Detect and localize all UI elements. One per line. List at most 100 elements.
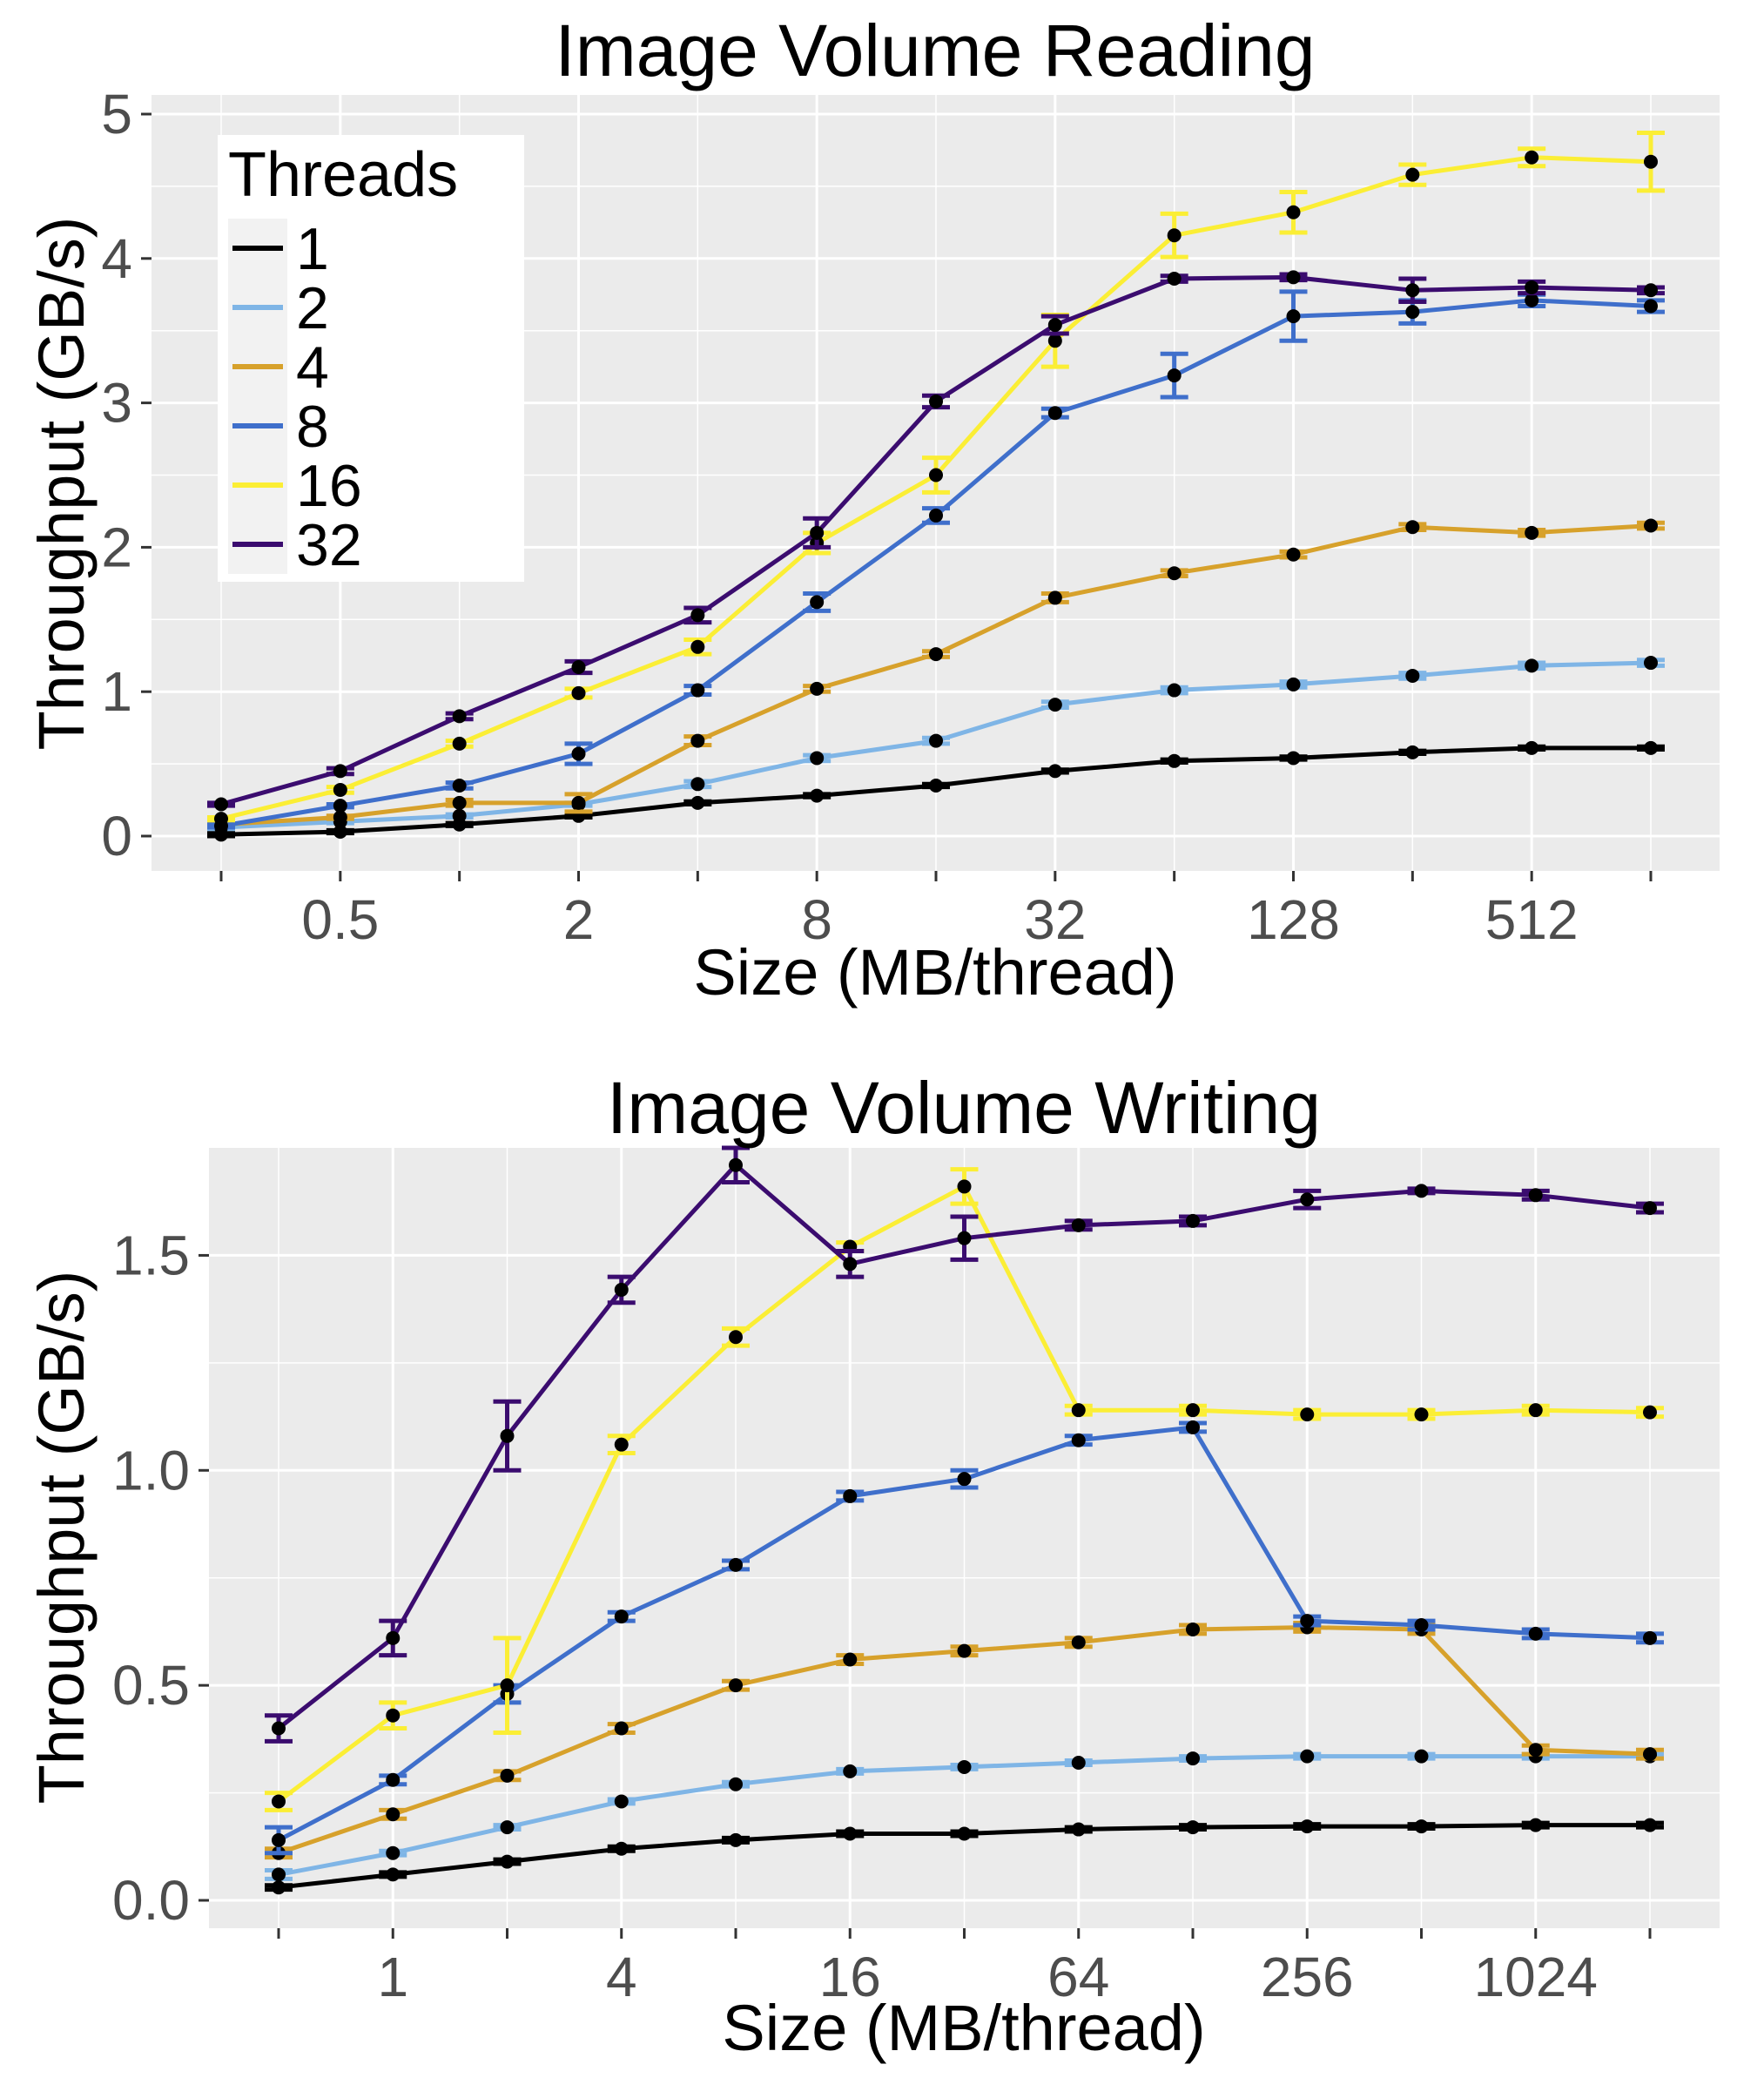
data-point <box>452 778 467 793</box>
data-point <box>957 1826 972 1841</box>
data-point <box>614 1841 629 1856</box>
data-point <box>729 1330 743 1345</box>
data-point <box>1047 318 1062 333</box>
x-tick-label: 32 <box>1024 888 1086 951</box>
legend-label: 8 <box>296 394 329 460</box>
data-point <box>843 1652 858 1667</box>
data-point <box>1071 1756 1086 1771</box>
x-tick-label: 128 <box>1247 888 1340 951</box>
chart-title: Image Volume Writing <box>607 1067 1321 1149</box>
data-point <box>1286 270 1301 285</box>
data-point <box>1414 1749 1429 1764</box>
y-tick-label: 0.0 <box>112 1869 190 1932</box>
y-tick-label: 3 <box>101 372 132 435</box>
y-tick-label: 2 <box>101 516 132 578</box>
data-point <box>1414 1407 1429 1422</box>
data-point <box>1643 1747 1657 1762</box>
data-point <box>1071 1433 1086 1447</box>
data-point <box>272 1880 286 1895</box>
y-tick-label: 5 <box>101 83 132 145</box>
y-tick-label: 4 <box>101 227 132 290</box>
series-1 <box>265 1818 1664 1895</box>
data-point <box>929 733 943 748</box>
data-point <box>333 799 347 813</box>
legend-label: 2 <box>296 275 329 341</box>
data-point <box>929 468 943 482</box>
data-point <box>500 1768 515 1783</box>
x-tick-label: 8 <box>801 888 832 951</box>
y-axis-title: Throughput (GB/s) <box>25 1271 98 1805</box>
data-point <box>1186 1820 1200 1835</box>
data-point <box>1528 1626 1543 1641</box>
data-point <box>1300 1819 1315 1834</box>
data-point <box>1071 1403 1086 1418</box>
data-point <box>614 1721 629 1736</box>
data-point <box>614 1609 629 1624</box>
data-point <box>1186 1403 1200 1418</box>
x-tick-label: 16 <box>819 1946 881 2008</box>
data-point <box>729 1557 743 1572</box>
legend-label: 32 <box>296 512 362 578</box>
data-point <box>957 1643 972 1658</box>
chart-panel-writing: 1 4 16 64 256 1024 0.0 0.5 1.0 1.5 Image Volume W… <box>25 1067 1720 2064</box>
series-1 <box>207 740 1665 842</box>
data-point <box>1300 1407 1315 1422</box>
data-point <box>843 1826 858 1841</box>
data-point <box>614 1437 629 1452</box>
data-point <box>386 1807 401 1822</box>
chart-title: Image Volume Reading <box>555 10 1315 91</box>
data-point <box>729 1678 743 1693</box>
data-point <box>690 777 705 792</box>
data-point <box>1186 1751 1200 1766</box>
data-point <box>214 797 228 812</box>
data-point <box>1047 334 1062 348</box>
data-point <box>452 736 467 751</box>
data-point <box>1286 309 1301 324</box>
data-point <box>1644 518 1658 533</box>
data-point <box>843 1257 858 1272</box>
x-axis-title: Size (MB/thread) <box>722 1992 1205 2064</box>
data-point <box>571 685 586 700</box>
data-point <box>1071 1822 1086 1837</box>
data-point <box>1644 154 1658 169</box>
data-point <box>386 1630 401 1645</box>
data-point <box>452 709 467 724</box>
data-point <box>1300 1614 1315 1629</box>
data-point <box>1405 305 1420 320</box>
data-point <box>1300 1192 1315 1207</box>
legend-title: Threads <box>228 140 458 210</box>
data-point <box>1047 590 1062 605</box>
data-point <box>1643 1201 1657 1216</box>
series-layer <box>265 1145 1664 1895</box>
x-tick-label: 0.5 <box>301 888 379 951</box>
data-point <box>1405 520 1420 535</box>
data-point <box>500 1678 515 1693</box>
x-tick-label: 1 <box>377 1946 408 2008</box>
series-16 <box>265 1167 1664 1812</box>
data-point <box>386 1772 401 1787</box>
series-32 <box>207 270 1665 812</box>
data-point <box>1405 167 1420 182</box>
data-point <box>1286 547 1301 562</box>
data-point <box>614 1282 629 1297</box>
data-point <box>500 1820 515 1835</box>
series-layer <box>207 131 1665 842</box>
data-point <box>1286 751 1301 766</box>
data-point <box>1525 525 1539 540</box>
data-point <box>843 1488 858 1503</box>
data-point <box>1525 293 1539 307</box>
data-point <box>386 1867 401 1882</box>
data-point <box>1186 1420 1200 1434</box>
y-tick-label: 0 <box>101 805 132 867</box>
data-point <box>1071 1635 1086 1650</box>
series-4 <box>207 518 1665 832</box>
data-point <box>1186 1213 1200 1228</box>
data-point <box>214 812 228 826</box>
data-point <box>729 1157 743 1172</box>
data-point <box>452 795 467 810</box>
data-point <box>1528 1818 1543 1832</box>
data-point <box>1525 150 1539 165</box>
